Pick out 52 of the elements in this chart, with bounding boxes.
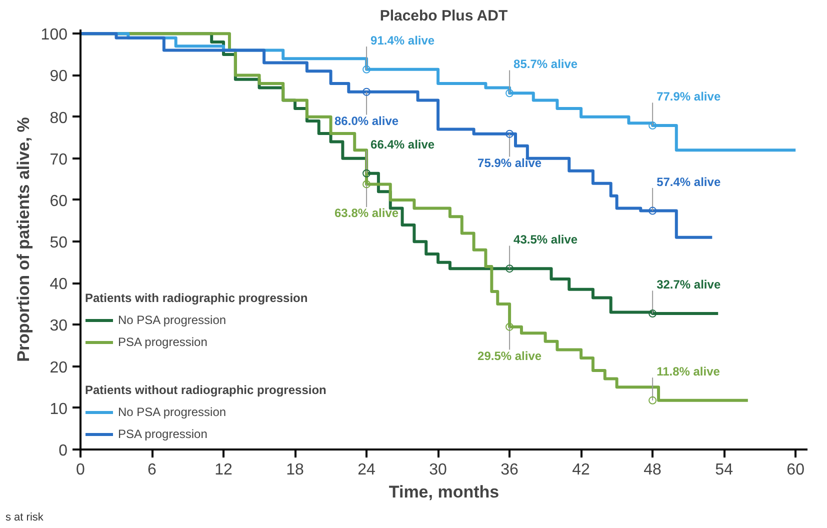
- x-tick-label: 42: [572, 462, 590, 478]
- legend-label: PSA progression: [118, 426, 208, 442]
- legend-label: PSA progression: [118, 334, 208, 350]
- y-tick-label: 60: [50, 192, 68, 210]
- point: [506, 89, 514, 98]
- point: [648, 122, 657, 130]
- annotation: 75.9% alive: [478, 156, 542, 170]
- annotation: 32.7% alive: [656, 278, 721, 292]
- point: [362, 65, 371, 74]
- annotation: 77.9% alive: [656, 90, 721, 104]
- legend-title: Patients with radiographic progression: [85, 291, 308, 305]
- point: [506, 130, 514, 138]
- x-tick-label: 60: [786, 462, 805, 478]
- annotation: Patients without radiographic progression: [85, 383, 326, 397]
- x-tick-label: 54: [715, 462, 734, 478]
- x-tick-label: 36: [500, 462, 519, 478]
- x-tick-label: 30: [429, 462, 448, 478]
- point: [648, 310, 657, 318]
- legend-label: No PSA progression: [118, 312, 226, 328]
- annotation: 43.5% alive: [514, 232, 578, 247]
- y-tick-label: 80: [50, 110, 68, 127]
- x-axis-title: Time, months: [388, 482, 500, 502]
- y-tick-label: 30: [50, 318, 68, 335]
- text: s at risk: [6, 512, 44, 524]
- x-tick-label: 12: [214, 462, 233, 478]
- chart-title: Placebo Plus ADT: [380, 8, 508, 24]
- y-tick-label: 100: [40, 26, 68, 44]
- y-tick-label: 20: [50, 359, 68, 376]
- y-axis-title: Proportion of patients alive, %: [14, 117, 33, 362]
- x-tick-label: 48: [644, 462, 662, 478]
- x-tick-label: 0: [76, 462, 86, 478]
- y-tick-label: 70: [50, 151, 68, 168]
- point: [362, 169, 371, 178]
- y-tick-label: 0: [58, 442, 68, 460]
- x-tick-label: 6: [148, 462, 157, 478]
- y-tick-label: 10: [50, 400, 68, 418]
- y-tick-label: 90: [50, 68, 68, 86]
- annotation: 85.7% alive: [514, 57, 578, 72]
- annotation: 11.8% alive: [656, 364, 720, 378]
- annotation: 91.4% alive: [370, 33, 435, 48]
- annotation: 29.5% alive: [478, 348, 542, 363]
- point: [506, 322, 514, 331]
- legend-label: No PSA progression: [118, 404, 226, 420]
- annotation: 66.4% alive: [370, 137, 435, 152]
- annotation: 57.4% alive: [656, 174, 721, 189]
- y-tick-label: 40: [50, 276, 68, 294]
- point: [362, 180, 371, 188]
- x-tick-label: 18: [286, 462, 304, 478]
- annotation: 86.0% alive: [334, 114, 399, 128]
- y-tick-label: 50: [50, 234, 68, 252]
- annotation: 63.8% alive: [334, 206, 399, 220]
- x-tick-label: 24: [358, 462, 376, 478]
